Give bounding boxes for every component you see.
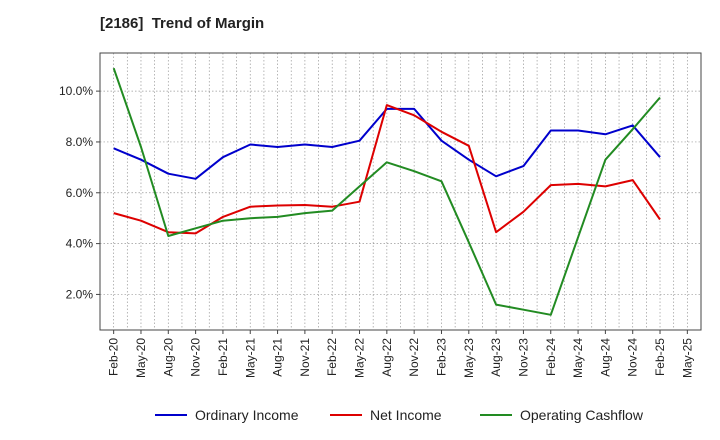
x-tick-label: Aug-21 xyxy=(271,338,285,377)
x-tick-label: Nov-24 xyxy=(626,338,640,377)
x-tick-label: Nov-20 xyxy=(189,338,203,377)
x-tick-label: May-22 xyxy=(353,338,367,378)
x-tick-label: Aug-20 xyxy=(161,338,175,377)
x-tick-label: Aug-24 xyxy=(598,338,612,377)
series-lines xyxy=(112,67,661,316)
x-tick-label: Feb-21 xyxy=(216,338,230,376)
x-tick-label: May-20 xyxy=(134,338,148,378)
plot-frame xyxy=(99,52,702,331)
x-tick-label: Nov-21 xyxy=(298,338,312,377)
x-tick-label: Aug-22 xyxy=(380,338,394,377)
chart-title: [2186] Trend of Margin xyxy=(100,15,265,32)
x-tick-label: Nov-22 xyxy=(407,338,421,377)
y-tick-label: 8.0% xyxy=(66,135,94,149)
x-tick-label: Aug-23 xyxy=(489,338,503,377)
y-tick-label: 4.0% xyxy=(66,237,94,251)
x-axis-ticks: Feb-20 May-20 Aug-20 Nov-20 Feb-21 May-21 Aug-… xyxy=(107,330,694,378)
grid xyxy=(99,53,702,330)
series-line-ordinary-income xyxy=(113,107,661,180)
x-tick-label: Nov-23 xyxy=(516,338,530,377)
x-tick-label: May-23 xyxy=(462,338,476,378)
legend: Ordinary Income Net Income Operating Cashf… xyxy=(155,407,644,423)
y-tick-label: 2.0% xyxy=(66,287,94,301)
legend-label: Net Income xyxy=(370,407,442,423)
y-axis-ticks: 2.0% 4.0% 6.0% 8.0% 10.0% xyxy=(59,84,100,301)
x-tick-label: May-21 xyxy=(243,338,257,378)
x-tick-label: Feb-23 xyxy=(434,338,448,376)
x-tick-label: Feb-24 xyxy=(544,338,558,376)
legend-label: Operating Cashflow xyxy=(520,407,644,423)
x-tick-label: Feb-25 xyxy=(653,338,667,376)
x-tick-label: May-24 xyxy=(571,338,585,378)
x-tick-label: Feb-20 xyxy=(107,338,121,376)
x-tick-label: May-25 xyxy=(680,338,694,378)
x-tick-label: Feb-22 xyxy=(325,338,339,376)
series-line-net-income xyxy=(113,104,661,235)
legend-label: Ordinary Income xyxy=(195,407,299,423)
y-tick-label: 10.0% xyxy=(59,84,93,98)
y-tick-label: 6.0% xyxy=(66,186,94,200)
series-line-operating-cashflow xyxy=(112,67,661,316)
